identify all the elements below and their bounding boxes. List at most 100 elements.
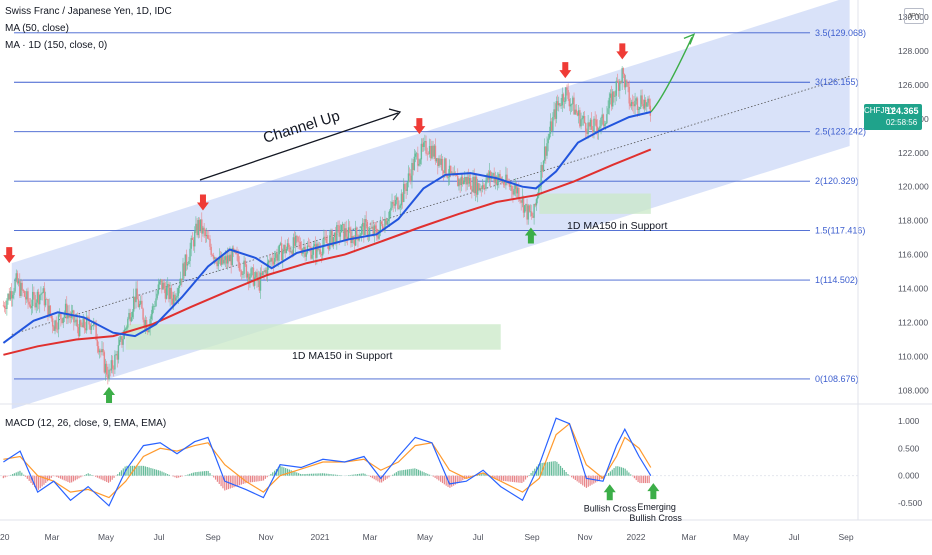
candle-body[interactable] [604, 124, 605, 125]
candle-body[interactable] [288, 243, 289, 247]
macd-histogram-bar[interactable] [339, 475, 340, 476]
candle-body[interactable] [511, 186, 512, 191]
macd-histogram-bar[interactable] [527, 476, 528, 478]
candle-body[interactable] [356, 228, 357, 235]
macd-histogram-bar[interactable] [67, 476, 68, 482]
candle-body[interactable] [296, 236, 297, 237]
candle-body[interactable] [626, 80, 627, 82]
macd-histogram-bar[interactable] [562, 468, 563, 476]
candle-body[interactable] [607, 108, 608, 114]
macd-histogram-bar[interactable] [14, 473, 15, 475]
macd-histogram-bar[interactable] [621, 467, 622, 475]
macd-histogram-bar[interactable] [580, 476, 581, 484]
macd-histogram-bar[interactable] [435, 476, 436, 478]
macd-histogram-bar[interactable] [438, 476, 439, 481]
candle-body[interactable] [106, 364, 107, 375]
candle-body[interactable] [277, 254, 278, 260]
macd-histogram-bar[interactable] [281, 467, 282, 476]
candle-body[interactable] [387, 221, 388, 225]
macd-histogram-bar[interactable] [97, 476, 98, 478]
macd-histogram-bar[interactable] [335, 475, 336, 476]
macd-histogram-bar[interactable] [180, 476, 181, 477]
macd-histogram-bar[interactable] [280, 466, 281, 476]
candle-body[interactable] [600, 118, 601, 126]
candle-body[interactable] [127, 319, 128, 328]
macd-histogram-bar[interactable] [106, 476, 107, 482]
candle-body[interactable] [33, 292, 34, 295]
macd-histogram-bar[interactable] [304, 474, 305, 476]
candle-body[interactable] [39, 295, 40, 304]
macd-histogram-bar[interactable] [195, 472, 196, 476]
macd-histogram-bar[interactable] [519, 476, 520, 483]
macd-histogram-bar[interactable] [18, 472, 19, 476]
macd-histogram-bar[interactable] [573, 476, 574, 479]
candle-body[interactable] [450, 166, 451, 173]
macd-histogram-bar[interactable] [516, 476, 517, 483]
candle-body[interactable] [423, 142, 424, 147]
candle-body[interactable] [175, 298, 176, 301]
macd-histogram-bar[interactable] [409, 469, 410, 476]
candle-body[interactable] [547, 139, 548, 144]
macd-histogram-bar[interactable] [60, 476, 61, 479]
candle-body[interactable] [627, 83, 628, 87]
candle-body[interactable] [192, 238, 193, 240]
candle-body[interactable] [585, 123, 586, 132]
macd-histogram-bar[interactable] [204, 471, 205, 476]
macd-histogram-bar[interactable] [645, 476, 646, 483]
macd-histogram-bar[interactable] [584, 476, 585, 487]
candle-body[interactable] [84, 318, 85, 328]
candle-body[interactable] [55, 320, 56, 328]
macd-histogram-bar[interactable] [591, 476, 592, 485]
candle-body[interactable] [137, 289, 138, 300]
macd-histogram-bar[interactable] [89, 474, 90, 476]
macd-histogram-bar[interactable] [425, 473, 426, 476]
macd-histogram-bar[interactable] [427, 474, 428, 476]
macd-histogram-bar[interactable] [160, 471, 161, 476]
macd-histogram-bar[interactable] [608, 473, 609, 476]
candle-body[interactable] [151, 314, 152, 319]
macd-histogram-bar[interactable] [117, 474, 118, 476]
macd-histogram-bar[interactable] [200, 472, 201, 476]
macd-histogram-bar[interactable] [261, 476, 262, 481]
support-zone[interactable] [539, 194, 651, 214]
currency-badge[interactable]: JPY [904, 8, 924, 24]
candle-body[interactable] [398, 208, 399, 209]
candle-body[interactable] [186, 254, 187, 265]
candle-body[interactable] [156, 294, 157, 299]
candle-body[interactable] [187, 264, 188, 265]
candle-body[interactable] [499, 174, 500, 177]
macd-histogram-bar[interactable] [191, 473, 192, 475]
macd-histogram-bar[interactable] [64, 476, 65, 481]
macd-histogram-bar[interactable] [626, 471, 627, 476]
macd-histogram-bar[interactable] [73, 476, 74, 482]
candle-body[interactable] [309, 246, 310, 247]
macd-histogram-bar[interactable] [353, 475, 354, 476]
macd-histogram-bar[interactable] [182, 476, 183, 477]
candle-body[interactable] [375, 225, 376, 228]
macd-histogram-bar[interactable] [329, 474, 330, 476]
candle-body[interactable] [13, 291, 14, 294]
macd-histogram-bar[interactable] [58, 476, 59, 478]
candle-body[interactable] [77, 320, 78, 327]
macd-histogram-bar[interactable] [149, 468, 150, 476]
candle-body[interactable] [58, 315, 59, 330]
macd-histogram-bar[interactable] [196, 472, 197, 476]
macd-histogram-bar[interactable] [394, 473, 395, 475]
macd-histogram-bar[interactable] [147, 467, 148, 476]
macd-histogram-bar[interactable] [270, 474, 271, 476]
macd-histogram-bar[interactable] [259, 476, 260, 481]
macd-histogram-bar[interactable] [503, 476, 504, 481]
candle-body[interactable] [126, 328, 127, 329]
macd-histogram-bar[interactable] [213, 476, 214, 478]
macd-histogram-bar[interactable] [287, 469, 288, 476]
macd-histogram-bar[interactable] [505, 476, 506, 481]
candle-body[interactable] [641, 95, 642, 104]
macd-histogram-bar[interactable] [412, 469, 413, 476]
macd-histogram-bar[interactable] [398, 471, 399, 476]
macd-histogram-bar[interactable] [244, 476, 245, 484]
candle-body[interactable] [326, 238, 327, 243]
macd-histogram-bar[interactable] [176, 476, 177, 478]
candle-body[interactable] [329, 235, 330, 249]
macd-histogram-bar[interactable] [226, 476, 227, 490]
candle-body[interactable] [31, 306, 32, 308]
